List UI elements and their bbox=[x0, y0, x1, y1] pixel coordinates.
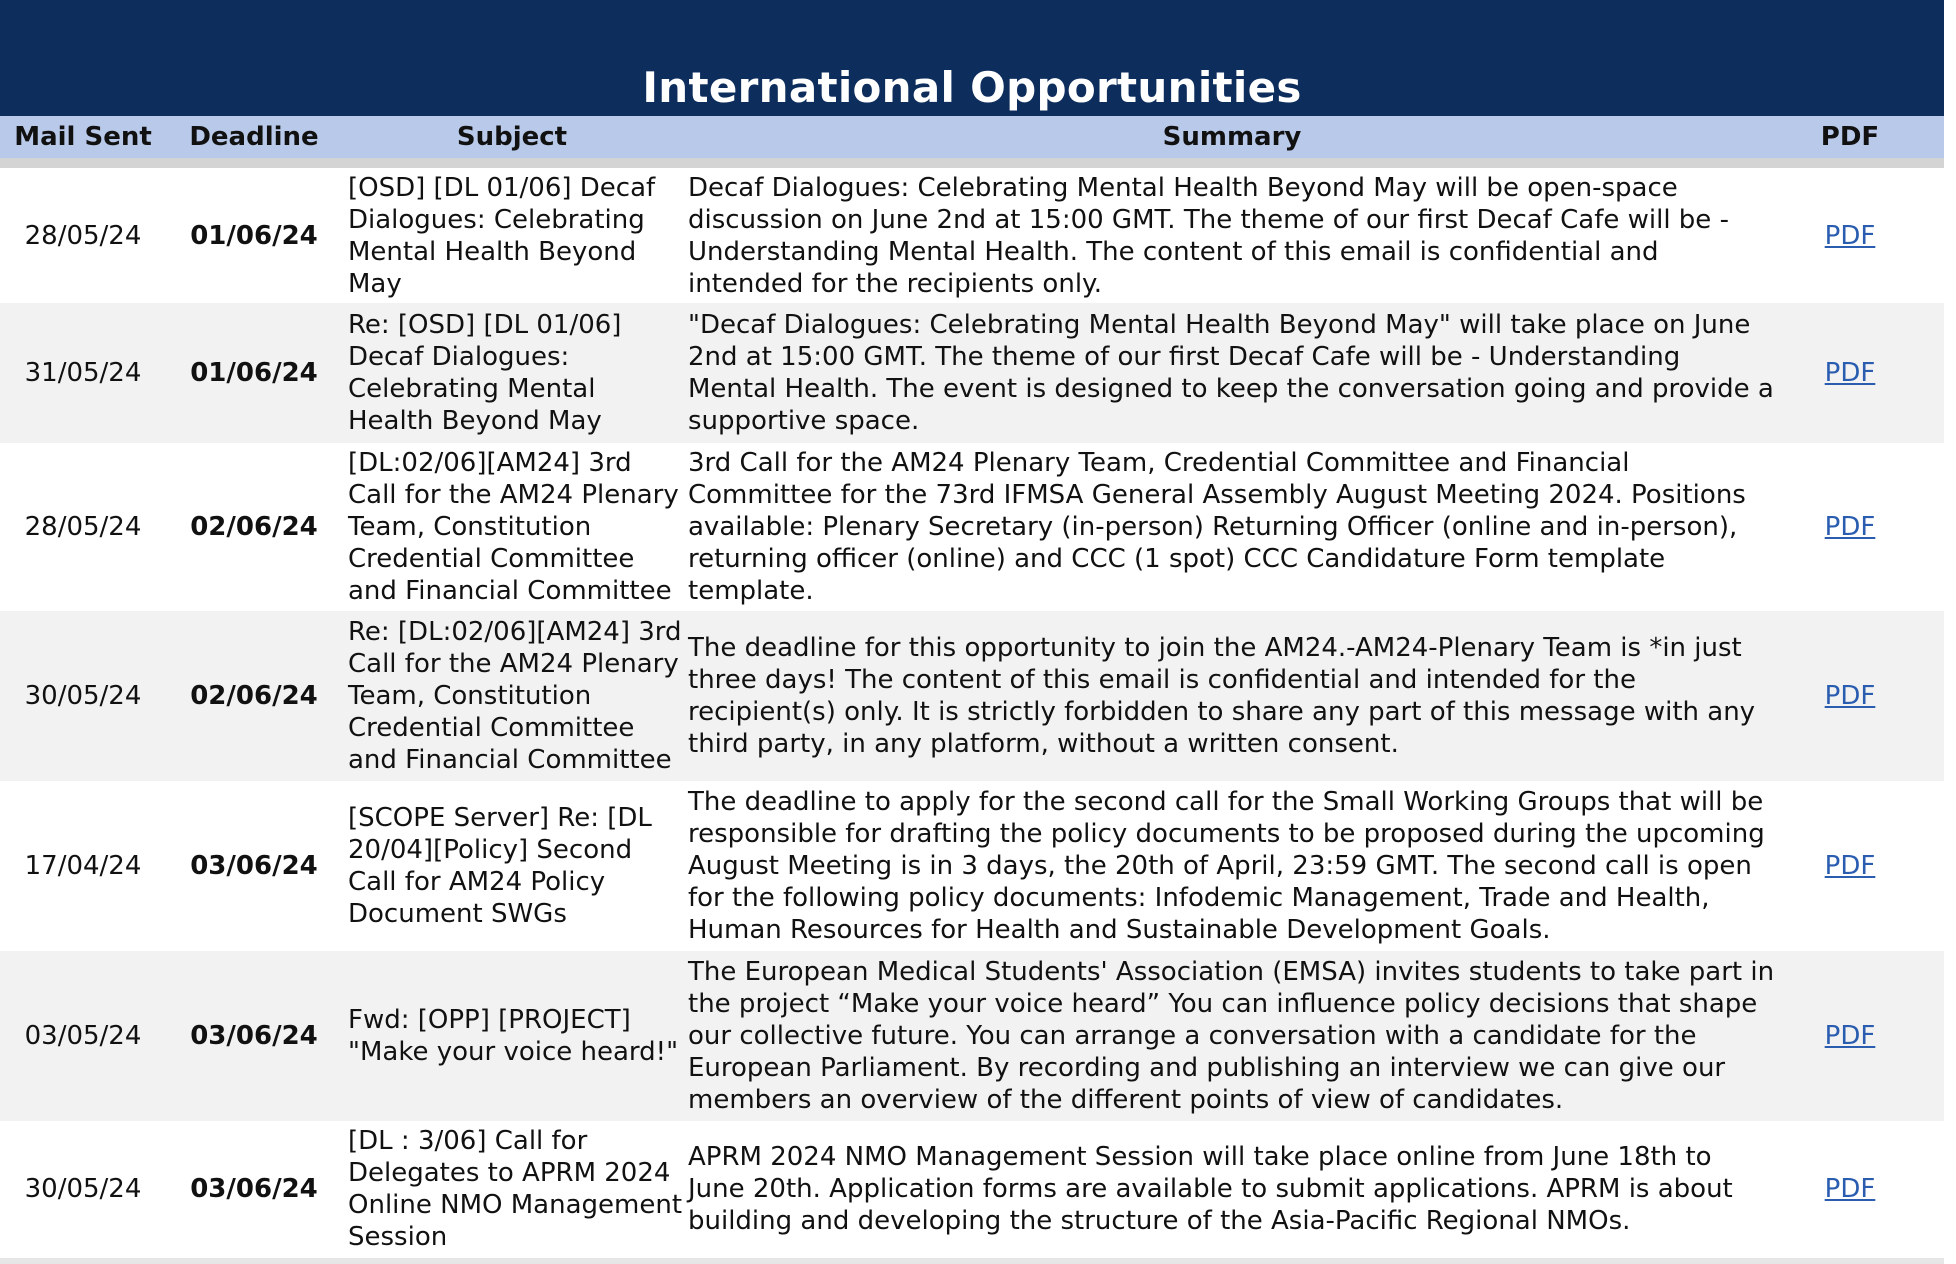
pdf-cell: PDF bbox=[1790, 611, 1910, 781]
table-row: 03/05/24 03/06/24 Fwd: [OPP] [PROJECT] "… bbox=[0, 951, 1944, 1121]
mail-sent-cell: 17/04/24 bbox=[24, 851, 142, 881]
subject-cell: [DL : 3/06] Call for Delegates to APRM 2… bbox=[348, 1126, 683, 1252]
table-row: 31/05/24 01/06/24 Re: [OSD] [DL 01/06] D… bbox=[0, 303, 1944, 443]
table-body: 28/05/24 01/06/24 [OSD] [DL 01/06] Decaf… bbox=[0, 168, 1944, 1257]
page-title: International Opportunities bbox=[642, 63, 1302, 112]
column-header-pdf: PDF bbox=[1820, 122, 1880, 152]
pdf-cell: PDF bbox=[1790, 951, 1910, 1121]
column-header-deadline: Deadline bbox=[189, 122, 319, 152]
column-header-mail-sent: Mail Sent bbox=[14, 122, 152, 152]
table-bottom-edge bbox=[0, 1258, 1944, 1264]
pdf-cell: PDF bbox=[1790, 443, 1910, 611]
header-divider bbox=[0, 158, 1944, 168]
mail-sent-cell: 03/05/24 bbox=[24, 1021, 142, 1051]
mail-sent-cell: 28/05/24 bbox=[24, 220, 142, 251]
table-row: 28/05/24 01/06/24 [OSD] [DL 01/06] Decaf… bbox=[0, 168, 1944, 303]
mail-sent-cell: 31/05/24 bbox=[24, 358, 142, 388]
table-row: 17/04/24 03/06/24 [SCOPE Server] Re: [DL… bbox=[0, 781, 1944, 951]
summary-cell: "Decaf Dialogues: Celebrating Mental Hea… bbox=[688, 310, 1774, 436]
mail-sent-cell: 30/05/24 bbox=[24, 1174, 142, 1204]
summary-cell: The deadline for this opportunity to joi… bbox=[688, 633, 1756, 759]
subject-cell: Fwd: [OPP] [PROJECT] "Make your voice he… bbox=[348, 1005, 679, 1067]
table-row: 30/05/24 03/06/24 [DL : 3/06] Call for D… bbox=[0, 1121, 1944, 1257]
subject-cell: [SCOPE Server] Re: [DL 20/04][Policy] Se… bbox=[348, 803, 652, 929]
deadline-cell: 02/06/24 bbox=[190, 681, 318, 711]
subject-cell: [DL:02/06][AM24] 3rd Call for the AM24 P… bbox=[348, 448, 679, 606]
pdf-link[interactable]: PDF bbox=[1824, 358, 1876, 388]
pdf-link[interactable]: PDF bbox=[1824, 681, 1876, 711]
subject-cell: [OSD] [DL 01/06] Decaf Dialogues: Celebr… bbox=[348, 172, 656, 299]
mail-sent-cell: 30/05/24 bbox=[24, 681, 142, 711]
summary-cell: APRM 2024 NMO Management Session will ta… bbox=[688, 1142, 1733, 1236]
summary-cell: Decaf Dialogues: Celebrating Mental Heal… bbox=[688, 172, 1729, 299]
column-header-subject: Subject bbox=[456, 122, 568, 152]
pdf-cell: PDF bbox=[1790, 168, 1910, 303]
pdf-link[interactable]: PDF bbox=[1824, 1021, 1876, 1051]
pdf-cell: PDF bbox=[1790, 1121, 1910, 1257]
pdf-link[interactable]: PDF bbox=[1824, 1174, 1876, 1204]
pdf-cell: PDF bbox=[1790, 781, 1910, 951]
pdf-cell: PDF bbox=[1790, 303, 1910, 443]
summary-cell: 3rd Call for the AM24 Plenary Team, Cred… bbox=[688, 448, 1746, 606]
pdf-link[interactable]: PDF bbox=[1824, 851, 1876, 881]
column-header-summary: Summary bbox=[1162, 122, 1302, 152]
summary-cell: The deadline to apply for the second cal… bbox=[688, 787, 1765, 945]
deadline-cell: 01/06/24 bbox=[190, 358, 318, 388]
table-header: Mail Sent Deadline Subject Summary PDF bbox=[0, 116, 1944, 158]
table-row: 28/05/24 02/06/24 [DL:02/06][AM24] 3rd C… bbox=[0, 443, 1944, 611]
subject-cell: Re: [OSD] [DL 01/06] Decaf Dialogues: Ce… bbox=[348, 310, 622, 436]
mail-sent-cell: 28/05/24 bbox=[24, 512, 142, 542]
deadline-cell: 02/06/24 bbox=[190, 512, 318, 542]
subject-cell: Re: [DL:02/06][AM24] 3rd Call for the AM… bbox=[348, 617, 682, 775]
deadline-cell: 03/06/24 bbox=[190, 1021, 318, 1051]
pdf-link[interactable]: PDF bbox=[1824, 512, 1876, 542]
deadline-cell: 03/06/24 bbox=[190, 1174, 318, 1204]
deadline-cell: 03/06/24 bbox=[190, 851, 318, 881]
deadline-cell: 01/06/24 bbox=[190, 220, 318, 251]
title-banner: International Opportunities bbox=[0, 0, 1944, 116]
table-row: 30/05/24 02/06/24 Re: [DL:02/06][AM24] 3… bbox=[0, 611, 1944, 781]
pdf-link[interactable]: PDF bbox=[1824, 220, 1876, 251]
summary-cell: The European Medical Students' Associati… bbox=[688, 957, 1775, 1115]
